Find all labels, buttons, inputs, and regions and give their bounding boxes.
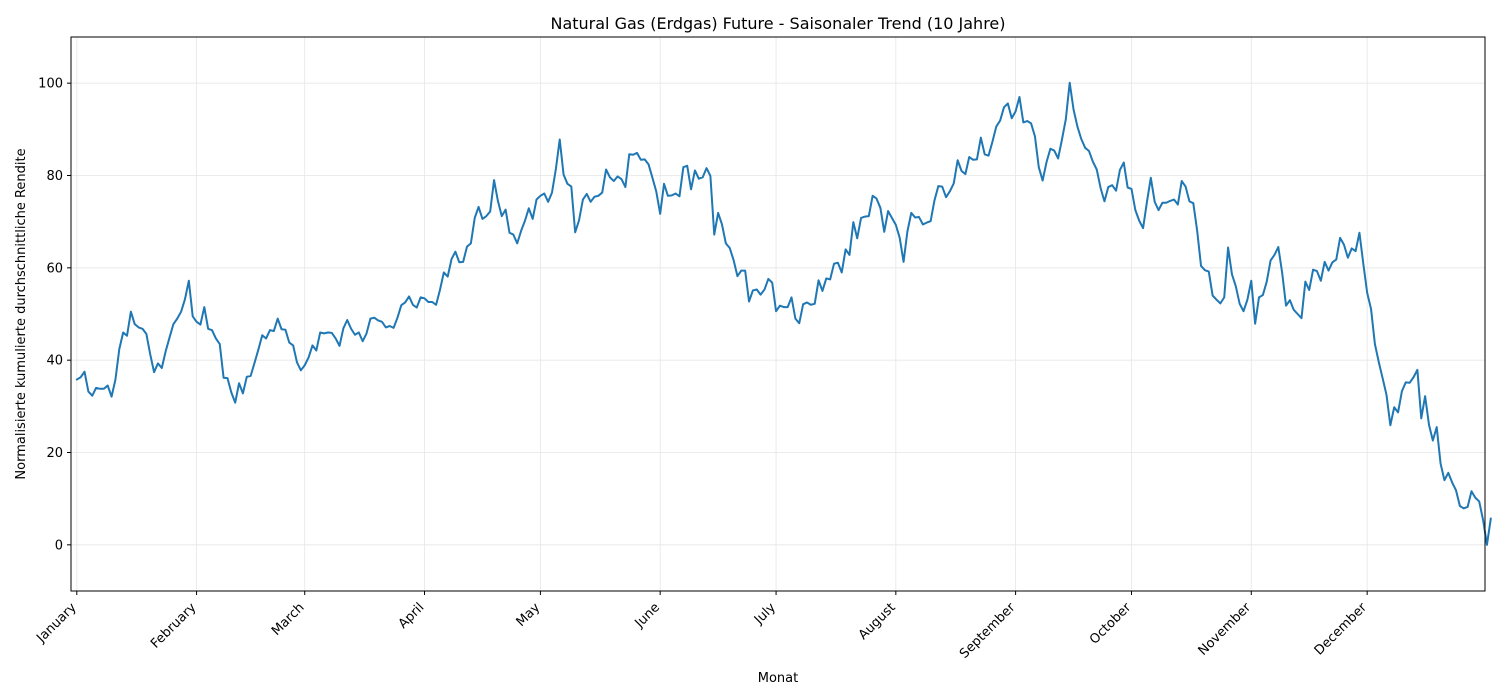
y-tick-label: 60 — [46, 261, 63, 276]
chart-title: Natural Gas (Erdgas) Future - Saisonaler… — [550, 14, 1005, 33]
y-tick-label: 40 — [46, 354, 63, 369]
x-tick-label: June — [632, 600, 663, 631]
x-tick-label: May — [514, 600, 544, 630]
x-tick-label: April — [396, 600, 428, 632]
x-tick-label: October — [1087, 600, 1135, 648]
y-tick-label: 0 — [55, 538, 63, 553]
x-tick-label: September — [957, 600, 1019, 662]
grid-layer — [71, 37, 1485, 591]
y-tick-label: 20 — [46, 446, 63, 461]
plot-frame — [70, 36, 1486, 592]
x-tick-label: March — [269, 600, 308, 639]
series-line — [75, 81, 1492, 546]
x-tick-label: January — [33, 600, 79, 646]
x-tick-label: August — [856, 600, 899, 643]
x-axis-label: Monat — [758, 671, 798, 686]
x-axis: January February March April May June July Augu… — [33, 591, 1370, 662]
y-axis-label: Normalisierte kumulierte durchschnittlic… — [14, 148, 29, 479]
y-axis: 0 20 40 60 80 100 — [38, 77, 71, 553]
x-tick-label: July — [751, 600, 779, 628]
x-tick-label: December — [1312, 600, 1371, 659]
y-tick-label: 100 — [38, 77, 63, 92]
x-tick-label: February — [148, 600, 200, 652]
x-tick-label: November — [1196, 600, 1255, 659]
y-tick-label: 80 — [46, 169, 63, 184]
